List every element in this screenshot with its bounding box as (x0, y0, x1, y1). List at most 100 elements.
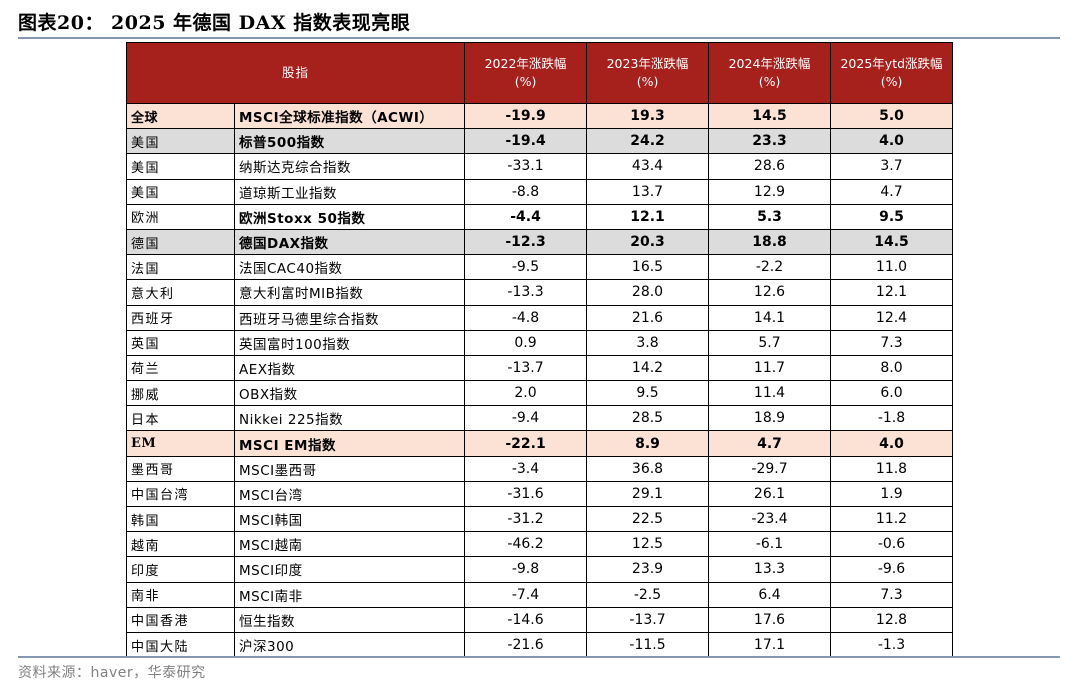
value-2022-cell: -19.9 (464, 102, 588, 130)
value-2023-cell: 36.8 (586, 455, 710, 482)
value-2022-cell: -9.4 (464, 405, 588, 432)
value-2022-cell: -31.6 (464, 480, 588, 508)
table-row: 南非 MSCI南非 -7.4 -2.5 6.4 7.3 (126, 581, 954, 608)
table-row: 韩国 MSCI韩国 -31.2 22.5 -23.4 11.2 (126, 505, 954, 533)
region-cell: 意大利 (126, 279, 235, 306)
value-2025-cell: -1.3 (830, 631, 954, 659)
value-2023-cell: 23.9 (586, 556, 710, 583)
value-2022-cell: -19.4 (464, 128, 588, 155)
region-cell: 中国香港 (126, 606, 235, 633)
value-2025-cell: 8.0 (830, 354, 954, 382)
value-2023-cell: -11.5 (586, 631, 710, 659)
value-2025-cell: 12.1 (830, 279, 954, 306)
region-cell: 中国台湾 (126, 480, 235, 508)
value-2022-cell: -4.4 (464, 203, 588, 230)
region-cell: 日本 (126, 405, 235, 432)
value-2022-cell: -13.3 (464, 279, 588, 306)
value-2024-cell: 13.3 (708, 556, 832, 583)
index-name-cell: OBX指数 (233, 380, 466, 407)
index-performance-table: 股指 2022年涨跌幅 (%) 2023年涨跌幅 (%) 2024年涨跌幅 (%… (125, 42, 954, 659)
value-2024-cell: 23.3 (708, 128, 832, 155)
value-2022-cell: -7.4 (464, 581, 588, 608)
value-2025-cell: 14.5 (830, 228, 954, 256)
index-name-cell: AEX指数 (233, 354, 466, 382)
region-cell: 英国 (126, 329, 235, 356)
table-row: 美国 纳斯达克综合指数 -33.1 43.4 28.6 3.7 (126, 153, 954, 180)
table-row: EM MSCI EM指数 -22.1 8.9 4.7 4.0 (126, 430, 954, 457)
index-name-cell: MSCI印度 (233, 556, 466, 583)
value-2025-cell: 4.0 (830, 430, 954, 457)
value-2025-cell: 11.8 (830, 455, 954, 482)
index-name-cell: 法国CAC40指数 (233, 254, 466, 281)
value-2024-cell: 28.6 (708, 153, 832, 180)
value-2024-cell: 17.1 (708, 631, 832, 659)
table-row: 德国 德国DAX指数 -12.3 20.3 18.8 14.5 (126, 228, 954, 256)
value-2024-cell: -6.1 (708, 531, 832, 558)
value-2022-cell: -8.8 (464, 178, 588, 205)
index-name-cell: MSCI EM指数 (233, 430, 466, 457)
value-2023-cell: 14.2 (586, 354, 710, 382)
value-2025-cell: 7.3 (830, 329, 954, 356)
table-row: 美国 道琼斯工业指数 -8.8 13.7 12.9 4.7 (126, 178, 954, 205)
value-2025-cell: 5.0 (830, 102, 954, 130)
value-2024-cell: 11.4 (708, 380, 832, 407)
value-2023-cell: 9.5 (586, 380, 710, 407)
value-2023-cell: 8.9 (586, 430, 710, 457)
value-2022-cell: -33.1 (464, 153, 588, 180)
value-2025-cell: 12.8 (830, 606, 954, 633)
table-row: 荷兰 AEX指数 -13.7 14.2 11.7 8.0 (126, 354, 954, 382)
value-2025-cell: -1.8 (830, 405, 954, 432)
region-cell: 荷兰 (126, 354, 235, 382)
value-2023-cell: 28.0 (586, 279, 710, 306)
value-2024-cell: 5.3 (708, 203, 832, 230)
header-2022: 2022年涨跌幅 (%) (464, 42, 588, 104)
top-rule (18, 37, 1060, 39)
table-row: 中国大陆 沪深300 -21.6 -11.5 17.1 -1.3 (126, 631, 954, 659)
table-row: 法国 法国CAC40指数 -9.5 16.5 -2.2 11.0 (126, 254, 954, 281)
value-2022-cell: -12.3 (464, 228, 588, 256)
index-name-cell: 纳斯达克综合指数 (233, 153, 466, 180)
value-2023-cell: 19.3 (586, 102, 710, 130)
table-header-row: 股指 2022年涨跌幅 (%) 2023年涨跌幅 (%) 2024年涨跌幅 (%… (125, 42, 954, 104)
value-2024-cell: 11.7 (708, 354, 832, 382)
region-cell: 墨西哥 (126, 455, 235, 482)
figure-title: 图表20： 2025 年德国 DAX 指数表现亮眼 (18, 12, 411, 34)
header-2024: 2024年涨跌幅 (%) (708, 42, 832, 104)
value-2024-cell: -23.4 (708, 505, 832, 533)
region-cell: 美国 (126, 153, 235, 180)
index-name-cell: 德国DAX指数 (233, 228, 466, 256)
index-name-cell: 沪深300 (233, 631, 466, 659)
value-2025-cell: 3.7 (830, 153, 954, 180)
value-2025-cell: -9.6 (830, 556, 954, 583)
index-name-cell: 西班牙马德里综合指数 (233, 304, 466, 331)
value-2023-cell: 29.1 (586, 480, 710, 508)
value-2025-cell: -0.6 (830, 531, 954, 558)
header-2024-unit: (%) (758, 74, 781, 89)
value-2025-cell: 11.0 (830, 254, 954, 281)
table-row: 全球 MSCI全球标准指数（ACWI） -19.9 19.3 14.5 5.0 (126, 102, 954, 130)
index-name-cell: 道琼斯工业指数 (233, 178, 466, 205)
value-2022-cell: -14.6 (464, 606, 588, 633)
bottom-rule (18, 656, 1060, 658)
value-2023-cell: 12.5 (586, 531, 710, 558)
index-name-cell: MSCI全球标准指数（ACWI） (233, 102, 466, 130)
value-2025-cell: 6.0 (830, 380, 954, 407)
table-row: 挪威 OBX指数 2.0 9.5 11.4 6.0 (126, 380, 954, 407)
value-2023-cell: 43.4 (586, 153, 710, 180)
region-cell: 韩国 (126, 505, 235, 533)
index-name-cell: MSCI台湾 (233, 480, 466, 508)
header-2023-label: 2023年涨跌幅 (606, 56, 689, 71)
index-name-cell: MSCI墨西哥 (233, 455, 466, 482)
value-2022-cell: -9.5 (464, 254, 588, 281)
header-index: 股指 (125, 42, 466, 104)
header-2023-unit: (%) (636, 74, 659, 89)
table-row: 意大利 意大利富时MIB指数 -13.3 28.0 12.6 12.1 (126, 279, 954, 306)
region-cell: 全球 (126, 102, 235, 130)
index-name-cell: 欧洲Stoxx 50指数 (233, 203, 466, 230)
value-2024-cell: -29.7 (708, 455, 832, 482)
table-row: 欧洲 欧洲Stoxx 50指数 -4.4 12.1 5.3 9.5 (126, 203, 954, 230)
index-name-cell: MSCI韩国 (233, 505, 466, 533)
table-row: 越南 MSCI越南 -46.2 12.5 -6.1 -0.6 (126, 531, 954, 558)
index-name-cell: 英国富时100指数 (233, 329, 466, 356)
value-2022-cell: -13.7 (464, 354, 588, 382)
